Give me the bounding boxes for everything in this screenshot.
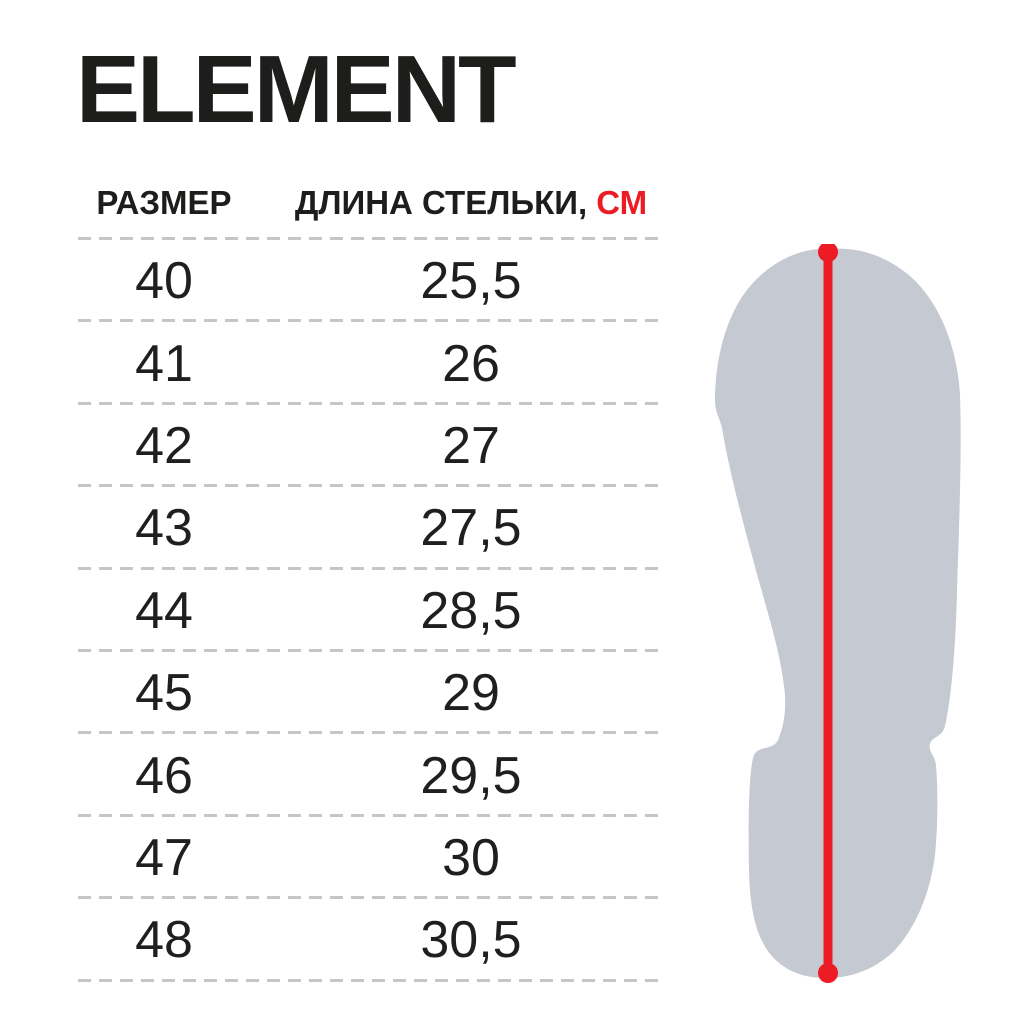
column-header-size: РАЗМЕР [96,184,232,221]
length-cell: 27 [442,416,500,475]
table-row: 47 30 [78,817,660,900]
length-cell: 25,5 [420,252,522,311]
length-cell: 27,5 [420,499,522,558]
table-row: 46 29,5 [78,734,660,818]
length-cell: 26 [442,334,500,393]
column-header-length-text: ДЛИНА СТЕЛЬКИ, [294,184,597,221]
table-body: 40 25,5 41 26 42 27 43 27,5 44 28,5 45 2… [78,240,660,982]
size-cell: 43 [135,499,193,558]
table-header-row: РАЗМЕР ДЛИНА СТЕЛЬКИ, СМ [78,184,660,240]
table-row: 40 25,5 [78,240,660,323]
measurement-endpoint-top-icon [818,244,838,262]
table-row: 45 29 [78,652,660,735]
size-cell: 48 [135,911,193,970]
table-row: 48 30,5 [78,899,660,982]
size-cell: 40 [135,252,193,311]
insole-length-diagram [714,244,961,983]
size-cell: 46 [135,746,193,805]
size-cell: 42 [135,416,193,475]
size-cell: 44 [135,581,193,640]
size-cell: 45 [135,664,193,723]
size-cell: 47 [135,828,193,887]
column-header-length-unit: СМ [596,184,648,221]
table-row: 42 27 [78,405,660,488]
measurement-endpoint-bottom-icon [818,963,838,983]
size-cell: 41 [135,334,193,393]
length-cell: 30,5 [420,911,522,970]
length-cell: 29 [442,664,500,723]
table-row: 44 28,5 [78,570,660,653]
column-header-length: ДЛИНА СТЕЛЬКИ, СМ [248,184,658,240]
length-cell: 29,5 [420,746,522,805]
length-cell: 30 [442,828,500,887]
table-row: 41 26 [78,322,660,406]
insole-silhouette [714,248,961,979]
table-row: 43 27,5 [78,487,660,570]
length-cell: 28,5 [420,581,522,640]
size-table: РАЗМЕР ДЛИНА СТЕЛЬКИ, СМ 40 25,5 41 26 4… [78,184,660,982]
brand-title: ELEMENT [76,36,517,143]
